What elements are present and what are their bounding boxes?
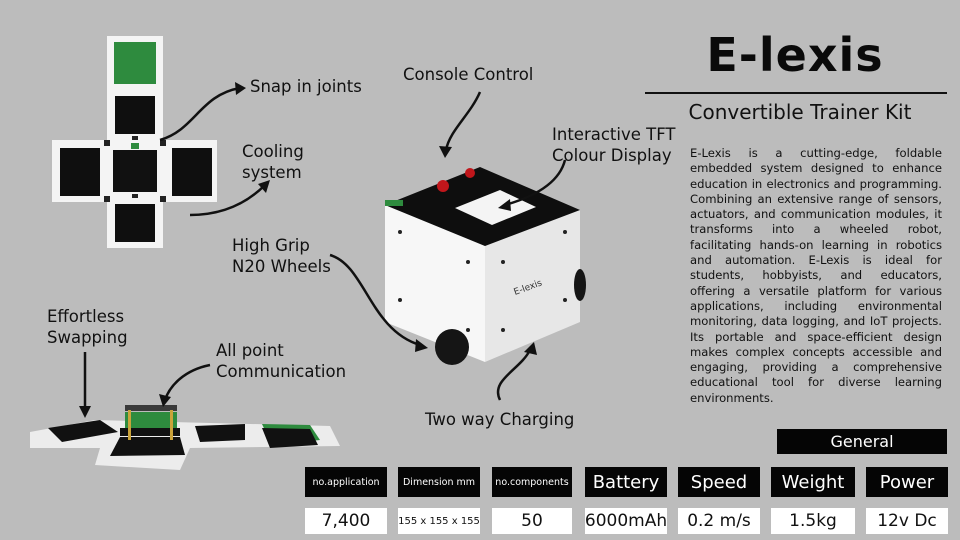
tft-line2: Colour Display: [552, 146, 672, 165]
cooling-arrowhead: [258, 180, 270, 193]
spec-value-speed: 0.2 m/s: [678, 508, 760, 534]
swap-line2: Swapping: [47, 328, 128, 347]
comm-line2: Communication: [216, 362, 347, 381]
tft-arrow: [504, 159, 567, 207]
swap-line1: Effortless: [47, 307, 125, 326]
comm-line1: All point: [216, 341, 284, 360]
panel-top: [115, 96, 155, 134]
snap-joints-text: Snap in joints: [250, 77, 362, 96]
green-pcb-panel: [114, 42, 156, 84]
charging-arrow: [496, 349, 532, 401]
panel-right: [172, 148, 212, 196]
cooling-line2: system: [242, 163, 302, 182]
center-chip: [131, 143, 139, 149]
cube-device: [385, 167, 586, 365]
charging-label: Two way Charging: [425, 409, 574, 430]
spec-header-battery: Battery: [585, 467, 667, 497]
communication-label: All point Communication: [216, 340, 346, 382]
cooling-label: Cooling system: [242, 141, 304, 183]
snap-joints-label: Snap in joints: [250, 76, 362, 97]
flat-assembly: [30, 405, 340, 470]
tft-label: Interactive TFT Colour Display: [552, 124, 675, 166]
spec-header-speed: Speed: [678, 467, 760, 497]
snap-joints: [104, 136, 166, 202]
wheels-line1: High Grip: [232, 236, 310, 255]
snap-joints-arrowhead: [235, 82, 246, 95]
panel-bottom: [115, 204, 155, 242]
charging-text: Two way Charging: [425, 410, 575, 429]
wheels-line2: N20 Wheels: [232, 257, 331, 276]
product-description: E-Lexis is a cutting-edge, foldable embe…: [690, 146, 942, 405]
tft-line1: Interactive TFT: [552, 125, 676, 144]
spec-value-applications: 7,400: [305, 508, 387, 534]
tft-arrowhead: [498, 199, 511, 211]
spec-value-battery: 6000mAh: [585, 508, 667, 534]
charging-arrowhead: [524, 342, 537, 355]
console-control-label: Console Control: [403, 64, 533, 85]
spec-value-weight: 1.5kg: [771, 508, 855, 534]
page-title: E-lexis: [706, 28, 884, 82]
wheels-label: High Grip N20 Wheels: [232, 235, 331, 277]
console-control-text: Console Control: [403, 65, 534, 84]
spec-value-components: 50: [492, 508, 572, 534]
wheels-arrow: [329, 253, 421, 347]
comm-arrow: [163, 363, 211, 401]
swapping-label: Effortless Swapping: [47, 306, 128, 348]
spec-header-components: no.components: [492, 467, 572, 497]
comm-arrowhead: [159, 394, 171, 407]
title-divider: [645, 92, 947, 94]
snap-joints-arrow: [159, 86, 241, 142]
panel-center: [113, 150, 157, 192]
console-control-arrow: [444, 91, 482, 151]
general-section-header: General: [777, 429, 947, 454]
cooling-arrow: [189, 184, 266, 217]
spec-value-dimension: 155 x 155 x 155: [398, 508, 480, 534]
console-control-arrowhead: [439, 146, 452, 158]
spec-header-power: Power: [866, 467, 948, 497]
spec-value-power: 12v Dc: [866, 508, 948, 534]
panel-left: [60, 148, 100, 196]
page-subtitle: Convertible Trainer Kit: [688, 100, 912, 124]
swap-arrowhead: [79, 406, 91, 418]
cooling-line1: Cooling: [242, 142, 304, 161]
wheels-arrowhead: [415, 339, 428, 352]
spec-header-dimension: Dimension mm: [398, 467, 480, 497]
spec-header-applications: no.application: [305, 467, 387, 497]
spec-header-weight: Weight: [771, 467, 855, 497]
